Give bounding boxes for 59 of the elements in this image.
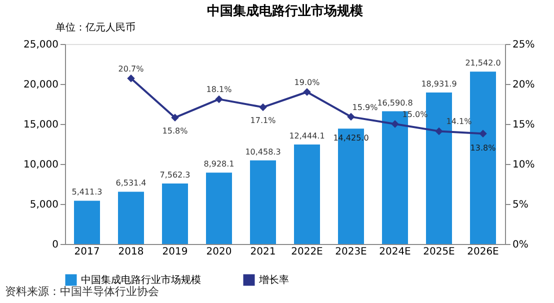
data-label: 19.0% — [294, 78, 320, 87]
x-tick-label: 2025E — [423, 246, 455, 258]
y-tick-label: 0 — [52, 240, 58, 250]
data-label: 20.7% — [118, 64, 144, 74]
y-axis-title: 单位：亿元人民币 — [56, 22, 136, 34]
data-label: 5,411.3 — [72, 188, 102, 197]
text: 资料来源：中国半导体行业协会 — [5, 285, 159, 298]
y2-tick-label: 20% — [512, 80, 535, 90]
point — [259, 103, 267, 112]
x-tick-label: 2020 — [206, 246, 232, 258]
y2-tick-label: 5% — [512, 200, 528, 210]
y2-tick-label: 10% — [512, 160, 535, 170]
x-tick-label: 2018 — [118, 246, 144, 258]
bar — [74, 200, 100, 244]
bar — [250, 160, 276, 244]
point — [215, 95, 223, 104]
legend-label: 增长率 — [258, 274, 289, 286]
y-tick-label: 25,000 — [24, 40, 58, 50]
point — [347, 112, 355, 121]
x-tick-label: 2021 — [250, 246, 276, 258]
data-label: 16,590.8 — [377, 98, 413, 108]
data-label: 17.1% — [250, 116, 276, 126]
x-tick-label: 2022E — [291, 246, 323, 258]
data-label: 7,562.3 — [160, 170, 190, 180]
data-label: 15.8% — [162, 126, 188, 136]
data-label: 15.9% — [352, 102, 378, 112]
y-tick-label: 10,000 — [24, 160, 58, 170]
bar — [118, 192, 144, 244]
y2-tick-label: 0% — [512, 240, 528, 250]
point — [171, 114, 179, 122]
x-tick-label: 2023E — [335, 246, 367, 258]
x-tick-label: 2017 — [74, 246, 100, 258]
x-tick-label: 2024E — [379, 246, 411, 258]
bar — [294, 144, 320, 244]
bar — [162, 184, 188, 244]
legend-label: 中国集成电路行业市场规模 — [81, 274, 201, 286]
data-label: 13.8% — [470, 144, 496, 153]
data-label: 21,542.0 — [465, 58, 501, 68]
point — [479, 130, 487, 138]
bar — [470, 72, 496, 244]
chart-title: 中国集成电路行业市场规模 — [207, 3, 363, 19]
y2-tick-label: 25% — [512, 40, 535, 50]
data-label: 10,458.3 — [245, 147, 281, 156]
x-tick-label: 2026E — [467, 246, 499, 258]
data-label: 18,931.9 — [421, 80, 457, 89]
y-tick-label: 20,000 — [24, 80, 58, 90]
point — [303, 88, 311, 96]
y2-tick-label: 15% — [512, 120, 535, 130]
point — [435, 127, 443, 136]
data-label: 8,928.1 — [204, 160, 234, 169]
bar — [206, 172, 232, 244]
data-label: 6,531.4 — [116, 178, 146, 188]
data-label: 12,444.1 — [289, 131, 325, 140]
point — [391, 120, 399, 128]
x-tick-label: 2019 — [162, 246, 188, 258]
y-tick-label: 15,000 — [24, 120, 58, 130]
y-tick-label: 5,000 — [30, 200, 58, 210]
data-label: 18.1% — [206, 85, 232, 94]
point — [127, 74, 135, 82]
